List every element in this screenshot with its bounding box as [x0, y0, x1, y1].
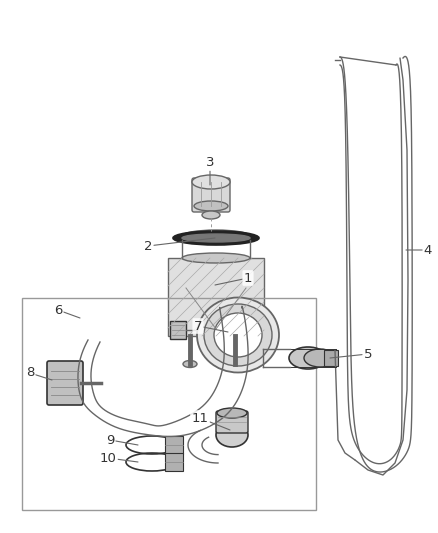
- Ellipse shape: [202, 211, 220, 219]
- Text: 10: 10: [99, 451, 138, 464]
- Bar: [168, 258, 264, 336]
- FancyBboxPatch shape: [192, 178, 230, 212]
- Text: 2: 2: [144, 238, 215, 253]
- Bar: [324, 350, 338, 366]
- Bar: [170, 321, 186, 339]
- Ellipse shape: [214, 313, 262, 357]
- Ellipse shape: [289, 347, 327, 369]
- Ellipse shape: [304, 349, 336, 367]
- Ellipse shape: [192, 175, 230, 189]
- Ellipse shape: [182, 234, 250, 242]
- Bar: [22, 298, 316, 510]
- Ellipse shape: [197, 297, 279, 373]
- Text: 11: 11: [191, 411, 230, 430]
- Text: 5: 5: [330, 348, 372, 360]
- Ellipse shape: [183, 360, 197, 367]
- FancyBboxPatch shape: [47, 361, 83, 405]
- Ellipse shape: [228, 360, 242, 367]
- Text: 9: 9: [106, 433, 138, 447]
- Text: 7: 7: [194, 319, 228, 333]
- Ellipse shape: [204, 304, 272, 366]
- Ellipse shape: [182, 230, 250, 242]
- Ellipse shape: [182, 253, 250, 263]
- Text: 6: 6: [54, 303, 80, 318]
- Bar: [165, 436, 183, 454]
- Text: 3: 3: [206, 157, 214, 185]
- Text: 4: 4: [406, 244, 432, 256]
- Ellipse shape: [216, 423, 248, 447]
- Ellipse shape: [194, 201, 228, 211]
- FancyBboxPatch shape: [216, 411, 248, 433]
- Text: 1: 1: [215, 271, 252, 285]
- Ellipse shape: [173, 231, 259, 245]
- Bar: [165, 453, 183, 471]
- Text: 8: 8: [26, 367, 52, 380]
- Ellipse shape: [217, 408, 247, 418]
